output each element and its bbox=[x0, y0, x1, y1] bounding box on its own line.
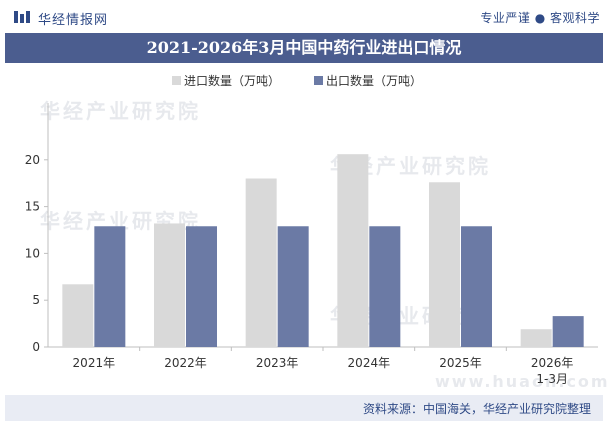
x-tick-label: 2026年 bbox=[531, 356, 574, 370]
chart-title: 2021-2026年3月中国中药行业进出口情况 bbox=[146, 38, 462, 57]
y-tick-label: 10 bbox=[25, 246, 40, 260]
bar bbox=[337, 154, 369, 347]
bar bbox=[186, 226, 217, 347]
slogan: 专业严谨 ● 客观科学 bbox=[480, 11, 600, 25]
x-tick-label: 2024年 bbox=[348, 356, 391, 370]
y-tick-label: 0 bbox=[32, 340, 40, 354]
bar bbox=[277, 226, 309, 347]
title-bar: 2021-2026年3月中国中药行业进出口情况 bbox=[5, 33, 603, 63]
legend-swatch bbox=[314, 76, 323, 85]
bar bbox=[461, 226, 492, 347]
source-note: 资料来源：中国海关，华经产业研究院整理 bbox=[362, 402, 591, 416]
bar bbox=[62, 284, 94, 347]
y-tick-label: 20 bbox=[25, 153, 40, 167]
brand-name: 华经情报网 bbox=[38, 13, 109, 28]
bar bbox=[154, 223, 185, 347]
x-tick-label: 2025年 bbox=[439, 356, 482, 370]
legend-label: 出口数量（万吨） bbox=[326, 73, 422, 88]
y-tick-label: 15 bbox=[25, 200, 40, 214]
legend-label: 进口数量（万吨） bbox=[184, 73, 280, 88]
legend-swatch bbox=[172, 76, 181, 85]
bar bbox=[245, 178, 277, 347]
bar bbox=[552, 316, 584, 347]
bar bbox=[369, 226, 401, 347]
x-tick-label: 2023年 bbox=[256, 356, 299, 370]
top-bar: 华经情报网 专业严谨 ● 客观科学 bbox=[0, 0, 612, 34]
bar bbox=[520, 329, 552, 347]
logo-icon bbox=[14, 11, 30, 23]
y-tick-label: 5 bbox=[32, 293, 40, 307]
footer: 资料来源：中国海关，华经产业研究院整理 bbox=[5, 395, 603, 421]
x-tick-label: 1-3月 bbox=[536, 372, 568, 386]
x-tick-label: 2021年 bbox=[73, 356, 116, 370]
bar-chart: 进口数量（万吨） 出口数量（万吨） 0 5 10 15 20 2021年 2022年 2023年 2… bbox=[25, 73, 598, 386]
bar bbox=[94, 226, 126, 347]
bar bbox=[429, 182, 460, 347]
x-tick-label: 2022年 bbox=[164, 356, 207, 370]
